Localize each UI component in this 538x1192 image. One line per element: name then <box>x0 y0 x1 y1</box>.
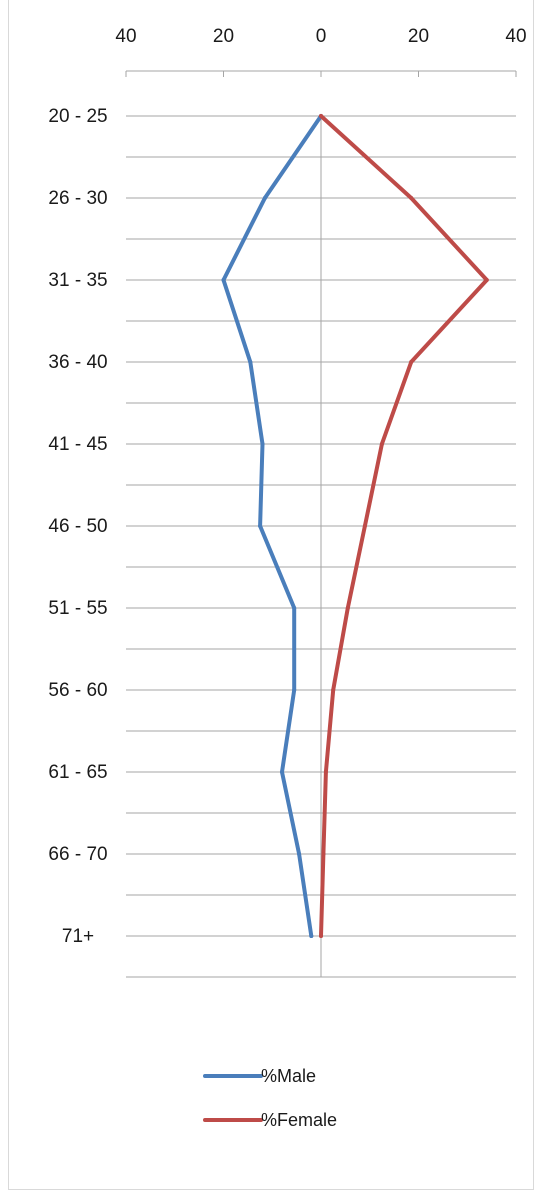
series-lines <box>221 114 489 938</box>
population-line-chart: 40 20 0 20 40 20 - 25 26 - 30 31 - 35 36 - 40 41… <box>48 26 527 1130</box>
male-data-point <box>258 524 263 528</box>
female-data-point <box>484 278 489 282</box>
x-tick-label: 20 <box>213 26 234 47</box>
male-data-point <box>280 770 284 774</box>
category-label: 66 - 70 <box>48 844 107 865</box>
category-label: 51 - 55 <box>48 598 107 619</box>
chart-area: 40 20 0 20 40 20 - 25 26 - 30 31 - 35 36 - 40 41… <box>8 0 534 1190</box>
x-tick-label: 0 <box>316 26 327 47</box>
center-axis <box>316 115 322 978</box>
female-data-point <box>409 360 414 364</box>
female-data-point <box>331 688 336 692</box>
legend-label: %Male <box>261 1066 316 1086</box>
female-data-point <box>319 114 323 118</box>
category-label: 31 - 35 <box>48 270 107 291</box>
x-axis: 40 20 0 20 40 <box>115 26 527 77</box>
male-data-point <box>292 606 297 610</box>
category-label: 71+ <box>62 926 94 947</box>
male-data-point <box>221 278 226 282</box>
male-data-point <box>260 442 265 446</box>
female-data-point <box>379 442 384 446</box>
male-data-point <box>309 934 314 938</box>
category-label: 56 - 60 <box>48 680 107 701</box>
category-label: 36 - 40 <box>48 352 107 373</box>
female-data-point <box>319 934 323 938</box>
female-data-point <box>345 606 350 610</box>
male-data-point <box>292 688 297 692</box>
female-data-point <box>323 770 328 774</box>
legend-label: %Female <box>261 1110 337 1130</box>
legend: %Male %Female <box>203 1066 337 1130</box>
category-label: 61 - 65 <box>48 762 107 783</box>
x-tick-label: 20 <box>408 26 429 47</box>
male-data-point <box>248 360 253 364</box>
female-data-point <box>409 196 414 200</box>
category-label: 46 - 50 <box>48 516 107 537</box>
category-label: 20 - 25 <box>48 106 107 127</box>
category-label: 26 - 30 <box>48 188 107 209</box>
male-data-point <box>262 196 267 200</box>
male-data-point <box>297 852 302 856</box>
x-tick-label: 40 <box>115 26 136 47</box>
female-data-point <box>321 852 326 856</box>
x-tick-label: 40 <box>505 26 526 47</box>
female-data-point <box>362 524 367 528</box>
category-labels: 20 - 25 26 - 30 31 - 35 36 - 40 41 - 45 46 - … <box>48 106 107 947</box>
category-label: 41 - 45 <box>48 434 107 455</box>
